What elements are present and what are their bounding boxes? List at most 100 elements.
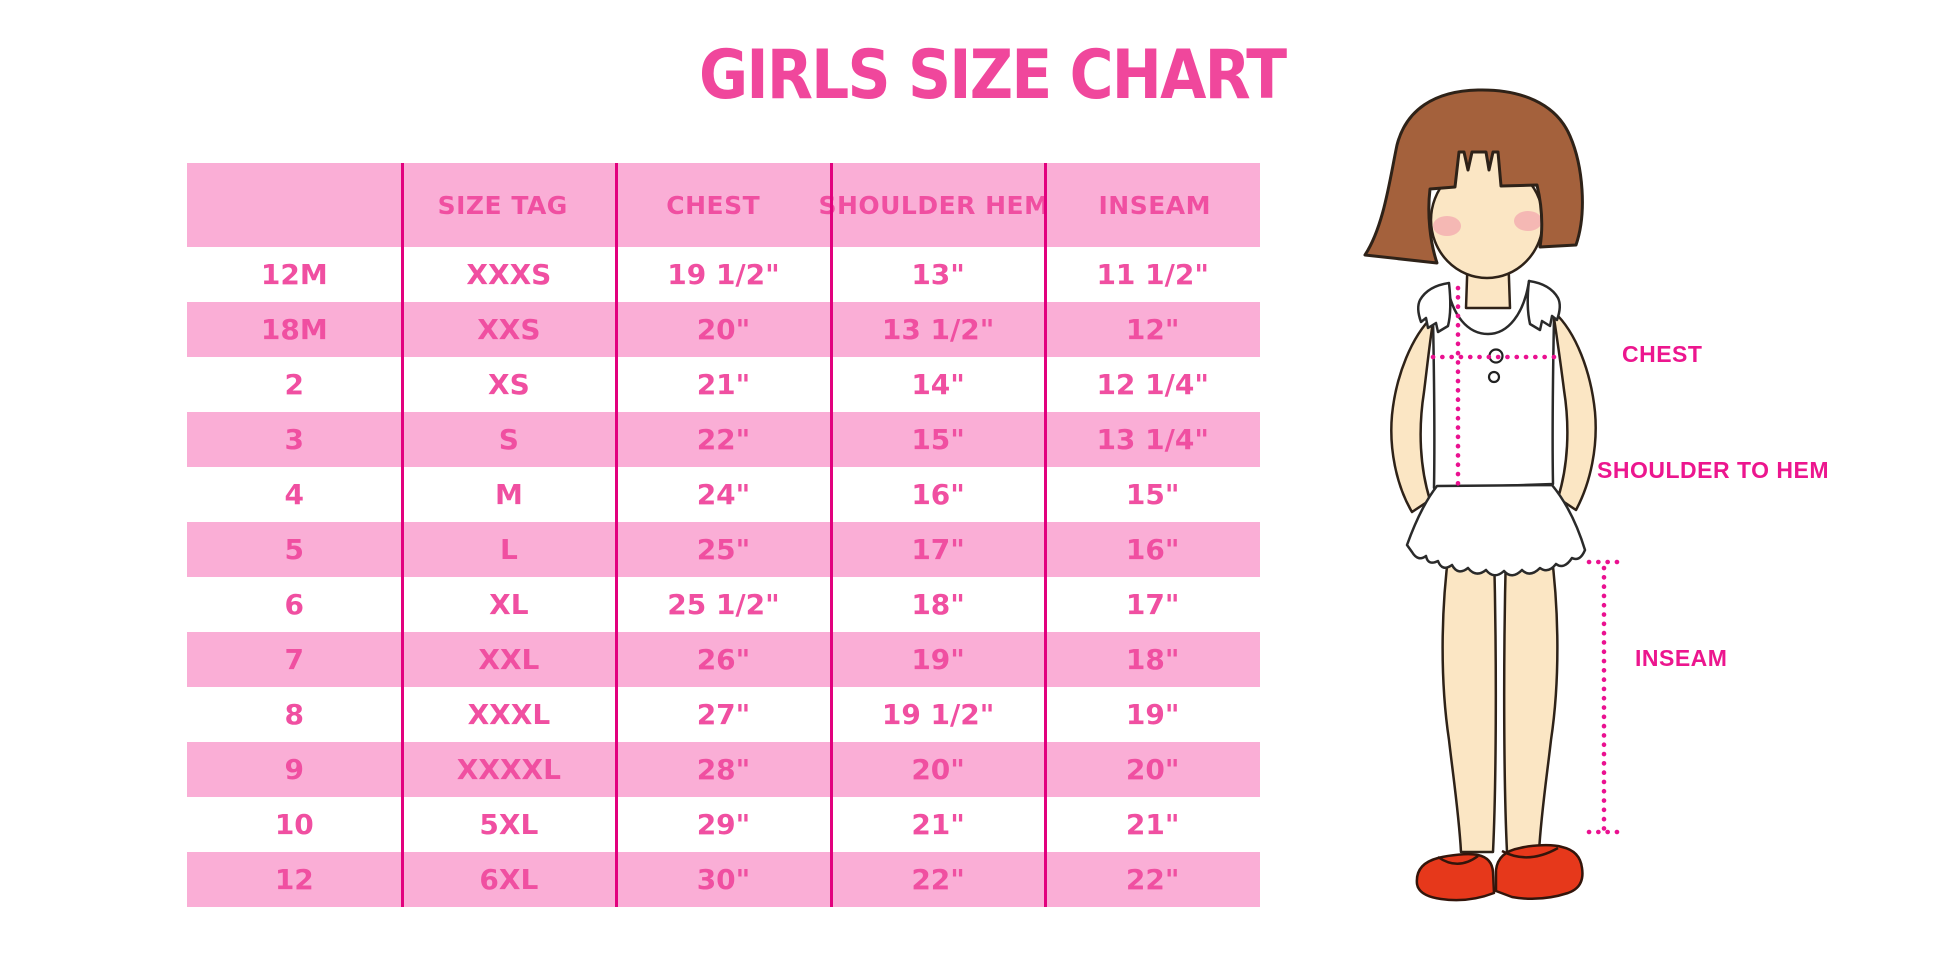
table-cell: 22" [696, 423, 751, 456]
size-table: SIZE TAG CHEST SHOULDER HEM INSEAM 12M X… [187, 163, 1260, 907]
table-cell: XL [489, 588, 529, 621]
girl-sleeve-ruffle-right [1526, 279, 1561, 332]
table-cell: 4 [284, 478, 305, 511]
girl-dress-skirt [1405, 483, 1587, 577]
column-header [187, 163, 397, 247]
table-cell: 12" [1125, 313, 1180, 346]
table-cell: 13" [911, 258, 965, 291]
table-row: 8 XXXL 27" 19 1/2" 19" [187, 687, 1260, 742]
dress-button-top [1488, 348, 1504, 364]
column-separator [1044, 163, 1048, 907]
table-cell: 21" [696, 368, 751, 401]
table-cell: 18M [260, 313, 328, 346]
dress-button-bottom [1487, 370, 1501, 384]
table-cell: 22" [1125, 863, 1180, 896]
table-cell: 5XL [479, 808, 539, 841]
table-cell: 19" [1125, 698, 1180, 731]
inseam-label: INSEAM [1635, 645, 1728, 671]
table-cell: 15" [1125, 478, 1180, 511]
girl-illustration [1363, 88, 1621, 902]
table-cell: 25" [696, 533, 751, 566]
girl-leg-left [1441, 548, 1498, 854]
girl-cheek-left [1433, 216, 1461, 236]
girl-hair [1363, 88, 1584, 265]
table-cell: XXXS [466, 258, 552, 291]
table-cell: XS [488, 368, 530, 401]
table-cell: XXXXL [456, 753, 561, 786]
table-cell: 21" [911, 808, 965, 841]
table-cell: 29" [696, 808, 751, 841]
chest-label: CHEST [1622, 341, 1703, 367]
table-cell: 8 [284, 698, 305, 731]
table-header-row: SIZE TAG CHEST SHOULDER HEM INSEAM [187, 163, 1260, 247]
table-cell: 9 [284, 753, 305, 786]
table-cell: 22" [911, 863, 965, 896]
table-cell: 21" [1125, 808, 1180, 841]
table-cell: 27" [696, 698, 751, 731]
table-cell: 13 1/2" [881, 313, 995, 346]
table-cell: 26" [696, 643, 751, 676]
column-separator [400, 163, 404, 907]
girl-cheek-right [1514, 211, 1542, 231]
girl-shoe-right [1494, 843, 1584, 901]
column-header: SIZE TAG [437, 190, 568, 220]
table-cell: 7 [284, 643, 305, 676]
table-row: 4 M 24" 16" 15" [187, 467, 1260, 522]
table-cell: M [494, 478, 523, 511]
girl-dress-bodice [1431, 279, 1556, 490]
table-cell: 19" [911, 643, 965, 676]
table-row: 9 XXXXL 28" 20" 20" [187, 742, 1260, 797]
table-cell: 14" [911, 368, 965, 401]
page-title: GIRLS SIZE CHART [699, 36, 1287, 115]
table-cell: 20" [1125, 753, 1180, 786]
girl-arm-left [1390, 314, 1435, 514]
girl-leg-right [1502, 548, 1559, 854]
girl-sleeve-ruffle-left [1417, 281, 1452, 334]
table-cell: 30" [696, 863, 751, 896]
girl-arm-right [1552, 310, 1597, 512]
table-row: 12 6XL 30" 22" 22" [187, 852, 1260, 907]
table-cell: 28" [696, 753, 751, 786]
girl-forehead [1456, 150, 1502, 192]
table-cell: 16" [911, 478, 965, 511]
table-cell: 17" [1125, 588, 1180, 621]
shoulder-to-hem-label: SHOULDER TO HEM [1597, 457, 1829, 483]
table-cell: 20" [696, 313, 751, 346]
table-cell: 11 1/2" [1096, 258, 1209, 291]
table-cell: L [499, 533, 518, 566]
table-cell: 3 [284, 423, 305, 456]
table-cell: 25 1/2" [667, 588, 780, 621]
table-cell: 6XL [479, 863, 539, 896]
column-separator [829, 163, 833, 907]
table-cell: 20" [911, 753, 965, 786]
table-cell: XXXL [467, 698, 551, 731]
table-cell: 13 1/4" [1096, 423, 1209, 456]
table-cell: 12M [260, 258, 328, 291]
girl-shoe-left-strap [1437, 854, 1479, 865]
column-separator [615, 163, 619, 907]
table-cell: 12 [274, 863, 314, 896]
girl-shoe-left [1415, 852, 1496, 902]
table-cell: 12 1/4" [1096, 368, 1209, 401]
table-cell: XXS [477, 313, 541, 346]
table-row: 18M XXS 20" 13 1/2" 12" [187, 302, 1260, 357]
table-cell: 2 [284, 368, 305, 401]
table-cell: 18" [1125, 643, 1180, 676]
girl-shoe-right-strap [1501, 846, 1559, 859]
table-row: 12M XXXS 19 1/2" 13" 11 1/2" [187, 247, 1260, 302]
table-cell: 18" [911, 588, 965, 621]
table-row: 7 XXL 26" 19" 18" [187, 632, 1260, 687]
table-cell: 17" [911, 533, 965, 566]
table-cell: 16" [1125, 533, 1180, 566]
table-cell: 10 [274, 808, 314, 841]
table-cell: 19 1/2" [667, 258, 780, 291]
table-cell: 24" [696, 478, 751, 511]
table-cell: 15" [911, 423, 965, 456]
column-header: INSEAM [1098, 190, 1212, 220]
table-cell: XXL [478, 643, 540, 676]
table-row: 6 XL 25 1/2" 18" 17" [187, 577, 1260, 632]
table-cell: 6 [284, 588, 305, 621]
table-row: 5 L 25" 17" 16" [187, 522, 1260, 577]
table-cell: S [498, 423, 519, 456]
table-row: 3 S 22" 15" 13 1/4" [187, 412, 1260, 467]
